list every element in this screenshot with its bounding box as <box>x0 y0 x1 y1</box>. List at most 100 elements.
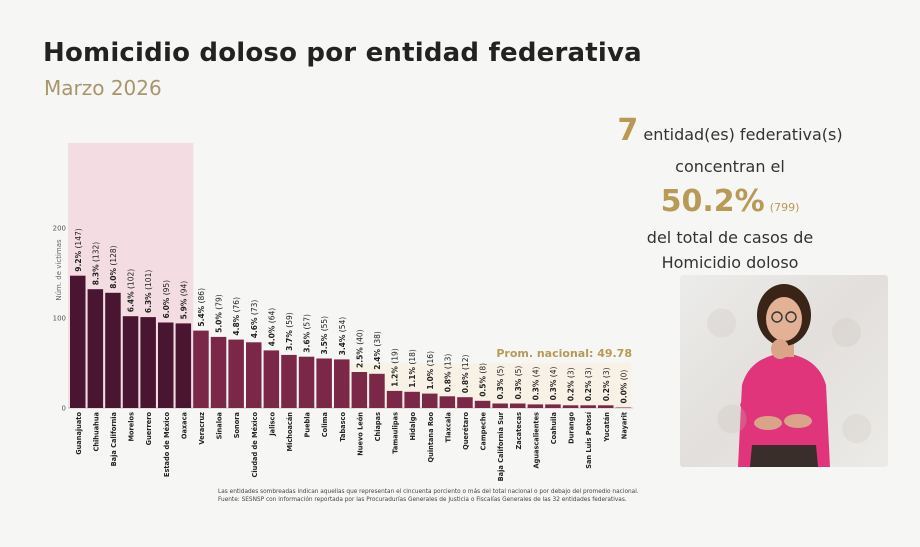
bar <box>457 397 473 408</box>
x-tick-label: Baja California Sur <box>497 411 505 481</box>
x-tick-label: Chiapas <box>374 412 382 441</box>
summary-line-1: 7 entidad(es) federativa(s) <box>600 108 860 155</box>
x-tick-label: Coahuila <box>550 412 558 444</box>
bar <box>334 359 350 408</box>
page-subtitle: Marzo 2026 <box>44 76 162 100</box>
x-tick-label: Nayarit <box>620 412 628 439</box>
bar <box>158 322 174 408</box>
summary-percent: 50.2% <box>660 184 765 220</box>
data-label: 3.7% (59) <box>285 312 294 351</box>
data-label: 0.3% (4) <box>549 367 558 401</box>
y-tick-label: 0 <box>62 405 66 413</box>
bar <box>140 317 156 408</box>
x-tick-label: San Luis Potosí <box>585 411 593 469</box>
data-label: 1.1% (18) <box>408 349 417 388</box>
data-label: 0.5% (8) <box>479 363 488 397</box>
data-label: 3.4% (54) <box>338 317 347 356</box>
data-label: 4.0% (64) <box>267 308 276 347</box>
bar <box>87 289 104 408</box>
bar <box>545 404 561 408</box>
data-label: 0.2% (3) <box>584 367 593 401</box>
data-label: 0.3% (5) <box>514 366 523 400</box>
average-label: Prom. nacional: 49.78 <box>496 347 632 360</box>
x-tick-label: Jalisco <box>268 412 276 437</box>
bar <box>263 350 280 408</box>
interpreter-figure <box>738 284 830 467</box>
y-tick-label: 100 <box>53 315 66 323</box>
x-tick-label: Nuevo León <box>356 412 364 456</box>
bar <box>422 393 438 408</box>
data-label: 4.8% (76) <box>232 297 241 336</box>
x-tick-label: Oaxaca <box>180 412 188 439</box>
bar <box>580 405 596 408</box>
x-tick-label: Yucatán <box>603 412 611 443</box>
x-tick-label: Colima <box>321 412 329 437</box>
summary-line-3: 50.2% (799) <box>600 179 860 226</box>
data-label: 5.0% (79) <box>215 294 224 333</box>
summary-panel: 7 entidad(es) federativa(s) concentran e… <box>600 108 860 275</box>
data-label: 2.4% (38) <box>373 331 382 370</box>
data-label: 3.6% (57) <box>303 314 312 353</box>
data-label: 6.0% (95) <box>162 280 171 319</box>
bar <box>281 354 297 408</box>
data-label: 4.6% (73) <box>250 300 259 339</box>
x-tick-label: Estado de México <box>163 412 171 478</box>
sign-language-interpreter-video <box>680 275 888 467</box>
data-label: 0.8% (12) <box>461 355 470 394</box>
summary-line-4: del total de casos de <box>646 227 814 247</box>
x-tick-label: Hidalgo <box>409 412 417 441</box>
x-tick-label: Durango <box>568 412 576 444</box>
bar <box>439 396 456 408</box>
summary-percent-cases: (799) <box>769 201 800 215</box>
bar <box>122 316 139 408</box>
x-tick-label: Puebla <box>304 412 312 437</box>
bar <box>615 407 632 408</box>
x-tick-label: Guanajuato <box>75 412 83 455</box>
bar <box>510 403 526 408</box>
x-tick-label: Tamaulipas <box>392 412 400 454</box>
summary-line-5: Homicidio doloso <box>661 252 799 272</box>
data-label: 0.3% (5) <box>496 366 505 400</box>
data-label: 6.4% (102) <box>127 269 136 312</box>
bar <box>404 391 420 408</box>
footnote-line-1: Las entidades sombreadas indican aquella… <box>218 489 639 495</box>
bar <box>105 292 121 408</box>
data-label: 1.0% (16) <box>426 351 435 390</box>
footnote-line-2: Fuente: SESNSP con información reportada… <box>218 496 627 503</box>
y-axis-label: Núm. de víctimas <box>55 239 63 301</box>
summary-count: 7 <box>617 113 639 148</box>
bar <box>70 275 86 408</box>
data-label: 3.5% (55) <box>320 316 329 355</box>
bar <box>598 405 614 408</box>
bar <box>562 405 579 408</box>
x-tick-label: Quintana Roo <box>427 412 435 463</box>
x-tick-label: Baja California <box>110 412 118 466</box>
bar <box>492 403 508 408</box>
data-label: 1.2% (19) <box>391 348 400 387</box>
bar <box>527 404 544 408</box>
data-label: 0.3% (4) <box>531 367 540 401</box>
x-tick-label: Sonora <box>233 412 241 438</box>
data-label: 8.0% (128) <box>109 245 118 288</box>
bar <box>369 373 385 408</box>
x-tick-label: Chihuahua <box>92 412 100 451</box>
summary-line-2: concentran el <box>675 156 785 176</box>
x-tick-label: Tabasco <box>339 412 347 442</box>
bar <box>246 342 262 408</box>
bar <box>175 323 192 408</box>
footnote: Las entidades sombreadas indican aquella… <box>218 489 639 505</box>
data-label: 2.5% (40) <box>355 329 364 368</box>
bar <box>298 356 315 408</box>
bar <box>474 400 491 408</box>
page-title: Homicidio doloso por entidad federativa <box>43 38 642 68</box>
data-label: 5.4% (86) <box>197 288 206 327</box>
bar <box>386 390 403 408</box>
data-label: 6.3% (101) <box>144 270 153 313</box>
data-label: 5.9% (94) <box>179 281 188 320</box>
bar <box>210 336 227 408</box>
data-label: 0.8% (13) <box>443 354 452 393</box>
summary-line1-text: entidad(es) federativa(s) <box>643 125 843 144</box>
x-tick-label: Veracruz <box>198 412 206 445</box>
x-tick-label: Michoacán <box>286 412 294 452</box>
